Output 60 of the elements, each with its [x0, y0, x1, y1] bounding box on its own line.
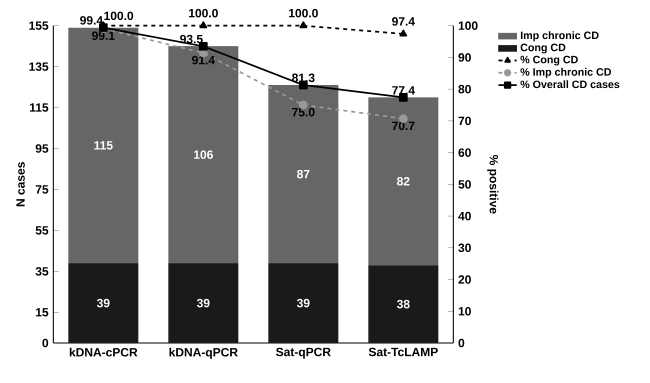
data-label: 97.4	[392, 17, 415, 26]
legend-label: % Overall CD cases	[520, 80, 620, 88]
point	[399, 30, 408, 37]
point	[199, 21, 208, 28]
bar	[168, 263, 238, 343]
y2-tick-label: 40	[458, 212, 471, 220]
data-label: 100.0	[104, 12, 134, 20]
data-label: 39	[296, 298, 310, 308]
data-label: 38	[396, 300, 410, 308]
y2-axis-title: % positive	[487, 154, 498, 214]
legend-label: Cong CD	[520, 44, 566, 54]
bar	[268, 85, 338, 264]
bar	[68, 28, 138, 264]
point	[299, 21, 308, 28]
y-axis-title: N cases	[16, 162, 25, 206]
bar	[268, 263, 338, 343]
x-tick-label: kDNA-cPCR	[70, 348, 138, 357]
data-label: 106	[194, 150, 213, 159]
bar	[368, 97, 438, 266]
y-tick-label: 75	[36, 185, 48, 194]
y2-tick-label: 80	[458, 84, 471, 94]
data-label: 39	[196, 298, 210, 308]
legend-label: Imp chronic CD	[520, 31, 599, 42]
x-tick-label: kDNA-qPCR	[170, 348, 238, 359]
y2-tick-label: 30	[458, 244, 471, 252]
y2-tick-label: 0	[458, 338, 464, 348]
bar	[68, 263, 138, 343]
y-tick-label: 155	[29, 21, 48, 30]
y2-tick-label: 90	[458, 53, 471, 62]
y2-tick-label: 20	[458, 275, 471, 284]
data-label: 87	[297, 170, 310, 178]
data-label: 99.1	[92, 31, 115, 40]
y2-tick-label: 70	[458, 116, 471, 126]
point	[199, 42, 208, 51]
y-tick-label: 35	[36, 267, 48, 276]
y-tick-label: 95	[36, 144, 48, 153]
y2-tick-label: 60	[458, 148, 471, 157]
data-label: 115	[94, 141, 113, 150]
legend-label: % Cong CD	[520, 56, 578, 66]
data-label: 70.7	[392, 122, 414, 130]
x-tick-label: Sat-qPCR	[276, 348, 331, 359]
data-label: 99.4	[80, 16, 103, 25]
y-tick-label: 0	[42, 338, 48, 348]
data-label: 39	[96, 298, 110, 308]
x-tick-label: Sat-TcLAMP	[368, 348, 438, 356]
y-tick-label: 55	[36, 226, 48, 235]
y2-tick-label: 100	[458, 21, 478, 30]
bar	[168, 46, 238, 264]
y-tick-label: 115	[30, 103, 48, 112]
y2-tick-label: 50	[458, 180, 471, 189]
y-tick-label: 135	[29, 62, 48, 71]
data-label: 75.0	[292, 108, 315, 116]
data-label: 91.4	[192, 56, 215, 64]
y-tick-label: 15	[36, 308, 48, 316]
legend-label: % Imp chronic CD	[520, 68, 612, 78]
bar	[368, 265, 438, 343]
data-label: 100.0	[289, 8, 318, 18]
y2-tick-label: 10	[458, 307, 471, 316]
data-label: 82	[397, 177, 410, 186]
data-label: 100.0	[189, 8, 218, 18]
